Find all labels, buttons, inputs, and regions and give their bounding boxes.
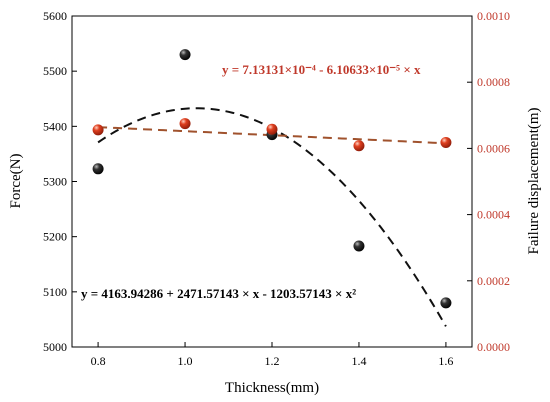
y-axis-left-title: Force(N) xyxy=(8,154,24,209)
linear-fit-line xyxy=(98,126,446,145)
y-left-tick-label: 5000 xyxy=(43,340,67,354)
y-right-tick-label: 0.0002 xyxy=(477,274,510,288)
force-point xyxy=(353,240,365,252)
x-tick-label: 1.0 xyxy=(178,354,193,368)
x-tick-label: 1.6 xyxy=(438,354,453,368)
x-tick-label: 0.8 xyxy=(91,354,106,368)
x-tick-label: 1.4 xyxy=(351,354,366,368)
y-right-tick-label: 0.0000 xyxy=(477,340,510,354)
force-point xyxy=(179,49,191,61)
displacement-point xyxy=(353,140,365,152)
linear-fit-equation: y = 7.13131×10⁻⁴ - 6.10633×10⁻⁵ × x xyxy=(222,62,421,77)
displacement-point xyxy=(440,136,452,148)
axis-ticks: 0.8 1.0 1.2 1.4 1.6 5000 5100 5200 5300 5400 5500 5… xyxy=(43,9,510,368)
quadratic-fit-equation: y = 4163.94286 + 2471.57143 × x - 1203.5… xyxy=(81,286,356,301)
y-axis-right-title: Failure displacement(m) xyxy=(526,107,542,254)
x-tick-label: 1.2 xyxy=(265,354,280,368)
y-left-tick-label: 5300 xyxy=(43,175,67,189)
data-markers xyxy=(92,49,452,309)
displacement-point xyxy=(266,123,278,135)
y-left-tick-label: 5600 xyxy=(43,9,67,23)
y-left-tick-label: 5400 xyxy=(43,119,67,133)
x-axis-title: Thickness(mm) xyxy=(225,380,319,396)
y-right-tick-label: 0.0006 xyxy=(477,141,510,155)
force-point xyxy=(92,163,104,175)
force-point xyxy=(440,297,452,309)
y-left-tick-label: 5500 xyxy=(43,64,67,78)
displacement-point xyxy=(179,118,191,130)
y-left-tick-label: 5100 xyxy=(43,285,67,299)
y-left-tick-label: 5200 xyxy=(43,230,67,244)
displacement-point xyxy=(92,124,104,136)
y-right-tick-label: 0.0010 xyxy=(477,9,510,23)
y-right-tick-label: 0.0004 xyxy=(477,208,510,222)
y-right-tick-label: 0.0008 xyxy=(477,75,510,89)
